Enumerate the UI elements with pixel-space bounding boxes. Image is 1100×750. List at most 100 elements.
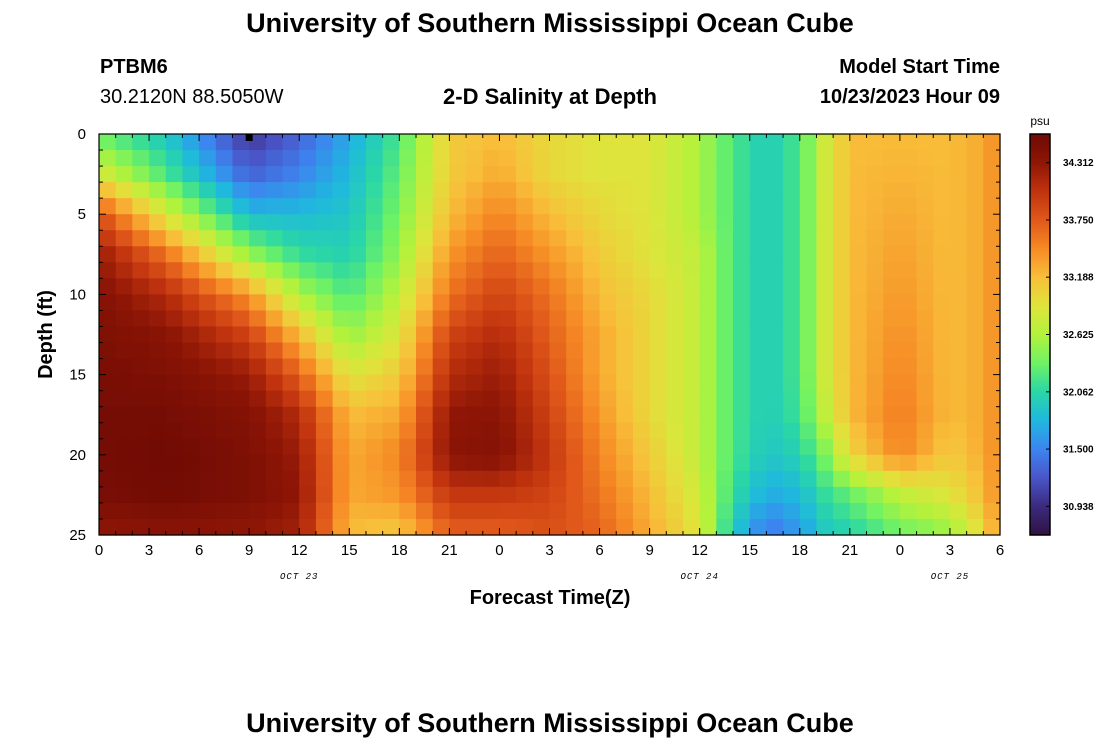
heatmap-cell: [215, 486, 234, 504]
heatmap-cell: [649, 214, 667, 231]
heatmap-cell: [582, 502, 601, 520]
heatmap-cell: [733, 406, 751, 424]
heatmap-cell: [282, 374, 300, 392]
heatmap-cell: [282, 438, 300, 456]
heatmap-cell: [299, 518, 317, 536]
x-tick-label: 3: [145, 542, 153, 559]
heatmap-cell: [566, 438, 584, 456]
heatmap-cell: [816, 182, 834, 199]
heatmap-cell: [449, 342, 467, 360]
heatmap-cell: [849, 278, 868, 295]
heatmap-cell: [466, 502, 484, 520]
heatmap-cell: [466, 358, 484, 376]
heatmap-cell: [716, 342, 734, 360]
heatmap-cell: [149, 294, 167, 312]
heatmap-cell: [132, 246, 150, 263]
heatmap-cell: [199, 486, 217, 504]
heatmap-cell: [699, 134, 717, 151]
heatmap-cell: [232, 326, 250, 344]
x-tick-label: 12: [291, 542, 308, 559]
heatmap-cell: [299, 150, 317, 167]
heatmap-cell: [516, 502, 534, 520]
heatmap-cell: [766, 342, 784, 360]
heatmap-cell: [566, 374, 584, 392]
heatmap-cell: [115, 518, 133, 536]
heatmap-cell: [783, 150, 801, 167]
heatmap-cell: [866, 374, 884, 392]
heatmap-cell: [482, 518, 501, 536]
heatmap-cell: [432, 262, 450, 279]
heatmap-cell: [232, 390, 250, 408]
heatmap-cell: [833, 246, 851, 263]
heatmap-cell: [382, 470, 400, 488]
heatmap-cell: [466, 374, 484, 392]
heatmap-cell: [766, 278, 784, 295]
heatmap-cell: [382, 166, 400, 183]
colorbar-tick-label: 34.312: [1063, 158, 1094, 169]
heatmap-cell: [566, 214, 584, 231]
heatmap-cell: [499, 166, 517, 183]
heatmap-cell: [816, 230, 834, 247]
heatmap-cell: [249, 134, 267, 151]
heatmap-cell: [816, 470, 834, 488]
heatmap-cell: [616, 278, 634, 295]
heatmap-cell: [315, 230, 334, 247]
heatmap-cell: [516, 246, 534, 263]
heatmap-cell: [599, 422, 617, 440]
heatmap-cell: [466, 454, 484, 472]
heatmap-cell: [616, 486, 634, 504]
heatmap-cell: [616, 214, 634, 231]
heatmap-cell: [883, 358, 901, 376]
heatmap-cell: [783, 358, 801, 376]
heatmap-cell: [299, 134, 317, 151]
heatmap-cell: [449, 182, 467, 199]
heatmap-cell: [966, 166, 984, 183]
heatmap-cell: [899, 390, 918, 408]
heatmap-cell: [849, 406, 868, 424]
heatmap-cell: [466, 390, 484, 408]
heatmap-cell: [666, 502, 684, 520]
heatmap-cell: [299, 390, 317, 408]
heatmap-cell: [716, 214, 734, 231]
heatmap-cell: [416, 518, 434, 536]
heatmap-cell: [499, 230, 517, 247]
heatmap-cell: [749, 518, 768, 536]
heatmap-cell: [949, 294, 968, 312]
heatmap-cell: [816, 406, 834, 424]
heatmap-cell: [599, 518, 617, 536]
heatmap-cell: [799, 518, 818, 536]
heatmap-cell: [265, 294, 284, 312]
heatmap-cell: [99, 230, 117, 247]
heatmap-cell: [849, 358, 868, 376]
heatmap-cell: [215, 134, 234, 151]
heatmap-cell: [799, 406, 818, 424]
heatmap-cell: [616, 310, 634, 328]
heatmap-cell: [332, 502, 350, 520]
heatmap-cell: [566, 166, 584, 183]
heatmap-cell: [149, 358, 167, 376]
heatmap-cell: [416, 374, 434, 392]
heatmap-cell: [582, 150, 601, 167]
heatmap-cell: [449, 198, 467, 215]
heatmap-cell: [933, 230, 951, 247]
heatmap-cell: [349, 214, 367, 231]
heatmap-cell: [182, 486, 200, 504]
heatmap-cell: [532, 502, 551, 520]
heatmap-cell: [115, 150, 133, 167]
heatmap-cell: [132, 374, 150, 392]
heatmap-cell: [916, 438, 934, 456]
x-date-label: OCT 23: [280, 572, 318, 582]
heatmap-cell: [682, 262, 701, 279]
heatmap-cell: [215, 262, 234, 279]
heatmap-cell: [516, 470, 534, 488]
heatmap-cell: [315, 422, 334, 440]
heatmap-cell: [799, 134, 818, 151]
heatmap-cell: [716, 182, 734, 199]
heatmap-cell: [399, 262, 417, 279]
heatmap-cell: [816, 150, 834, 167]
heatmap-cell: [416, 486, 434, 504]
heatmap-cell: [733, 262, 751, 279]
heatmap-cell: [199, 438, 217, 456]
heatmap-cell: [966, 406, 984, 424]
heatmap-cell: [916, 358, 934, 376]
